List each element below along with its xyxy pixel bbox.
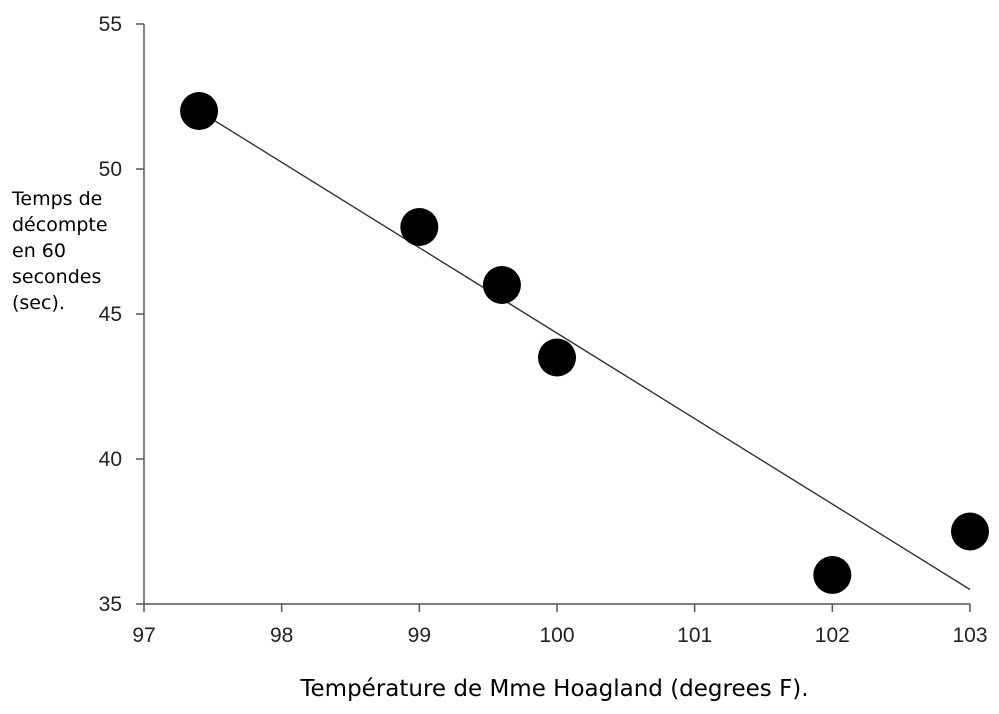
x-tick-label: 102 bbox=[815, 624, 850, 647]
y-tick-label: 45 bbox=[99, 303, 122, 326]
y-axis-label-line: secondes bbox=[12, 266, 102, 288]
trendline bbox=[198, 110, 971, 591]
x-tick-label: 100 bbox=[539, 624, 574, 647]
y-tick-label: 40 bbox=[99, 448, 122, 471]
y-axis-label: Temps de décompte en 60 secondes (sec). bbox=[12, 186, 132, 316]
trendline-layer bbox=[198, 110, 971, 591]
data-points bbox=[180, 92, 989, 594]
data-point bbox=[951, 512, 989, 551]
data-point bbox=[180, 92, 219, 130]
data-point bbox=[482, 266, 521, 304]
y-axis-label-line: (sec). bbox=[12, 292, 65, 314]
y-tick-label: 55 bbox=[99, 13, 122, 36]
x-tick-label: 98 bbox=[270, 624, 293, 647]
x-tick-label: 101 bbox=[677, 624, 712, 647]
data-point bbox=[538, 338, 576, 377]
data-point bbox=[813, 556, 852, 594]
y-tick-label: 50 bbox=[99, 158, 122, 181]
ticks: 35 40 45 50 55 97 98 99 100 101 102 103 bbox=[99, 13, 988, 647]
y-axis-label-line: Temps de bbox=[12, 188, 103, 210]
x-tick-label: 103 bbox=[952, 624, 987, 647]
data-point bbox=[400, 208, 439, 246]
y-axis-label-line: décompte bbox=[12, 214, 108, 236]
x-axis-label: Température de Mme Hoagland (degrees F). bbox=[300, 676, 809, 702]
x-tick-label: 97 bbox=[132, 624, 155, 647]
x-tick-label: 99 bbox=[408, 624, 431, 647]
axes bbox=[143, 24, 970, 605]
y-tick-label: 35 bbox=[99, 593, 122, 616]
y-axis-label-line: en 60 bbox=[12, 240, 66, 262]
